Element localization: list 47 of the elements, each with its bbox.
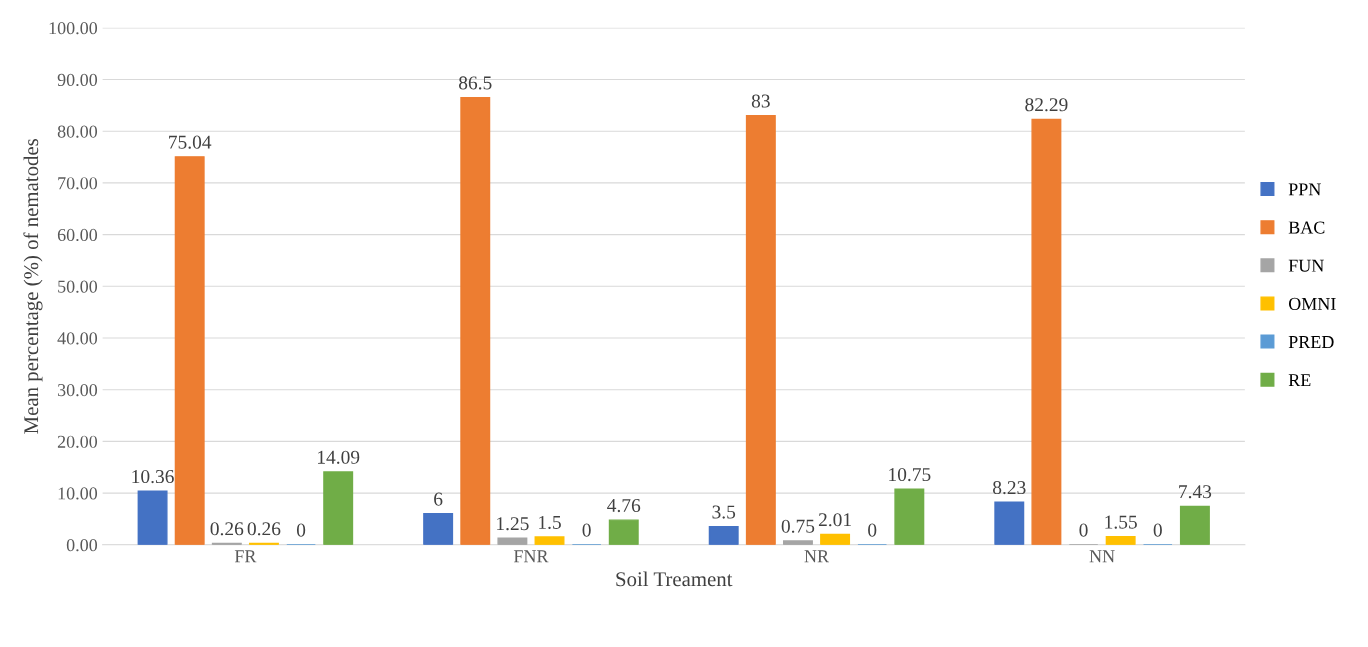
y-tick-label: 100.00 xyxy=(49,22,98,35)
data-label: 0 xyxy=(296,523,306,537)
data-label: 75.04 xyxy=(169,135,212,149)
data-label: 86.5 xyxy=(459,76,492,90)
y-tick-label: 70.00 xyxy=(58,177,98,190)
data-label: 2.01 xyxy=(818,513,851,527)
legend-label: PPN xyxy=(1288,183,1321,196)
y-axis-title: Mean percentage (%) of nematodes xyxy=(23,138,43,434)
y-tick-label: 30.00 xyxy=(57,383,98,397)
data-label: 82.29 xyxy=(1025,98,1068,112)
data-label: 1.25 xyxy=(497,517,529,531)
x-tick-label: FNR xyxy=(513,550,549,563)
data-label: 14.09 xyxy=(318,450,360,464)
data-label: 0.26 xyxy=(247,522,281,536)
data-label: 0 xyxy=(868,523,877,537)
data-label: 0.75 xyxy=(781,519,815,533)
data-label: 0 xyxy=(1079,523,1088,537)
x-tick-label: FR xyxy=(234,550,257,563)
x-axis-title: Soil Treament xyxy=(616,571,733,587)
data-label: 10.75 xyxy=(889,467,931,482)
data-label: 8.23 xyxy=(993,480,1026,495)
x-tick-label: NR xyxy=(804,550,830,563)
data-label: 4.76 xyxy=(607,498,641,513)
x-tick-label: NN xyxy=(1089,550,1115,563)
data-label: 7.43 xyxy=(1179,485,1212,499)
legend-label: PRED xyxy=(1288,336,1334,348)
data-label: 3.5 xyxy=(712,505,736,519)
legend-label: RE xyxy=(1288,374,1311,387)
y-tick-label: 50.00 xyxy=(58,280,98,293)
data-label: 10.36 xyxy=(132,469,174,484)
y-tick-label: 40.00 xyxy=(57,332,98,345)
data-label: 1.55 xyxy=(1105,515,1137,529)
y-tick-label: 90.00 xyxy=(57,73,98,87)
data-label: 0 xyxy=(582,523,591,537)
y-tick-label: 60.00 xyxy=(57,228,98,242)
data-label: 0 xyxy=(1153,523,1162,537)
y-tick-label: 80.00 xyxy=(57,125,98,138)
legend-label: FUN xyxy=(1288,259,1324,272)
data-label: 0.26 xyxy=(210,522,244,536)
y-tick-label: 20.00 xyxy=(57,435,98,448)
data-label: 6 xyxy=(434,492,443,506)
data-label: 83 xyxy=(751,94,770,108)
data-label: 1.5 xyxy=(539,515,561,529)
legend-label: OMNI xyxy=(1288,297,1336,310)
legend-label: BAC xyxy=(1288,221,1325,234)
y-tick-label: 0.00 xyxy=(66,539,98,552)
y-tick-label: 10.00 xyxy=(58,487,98,500)
